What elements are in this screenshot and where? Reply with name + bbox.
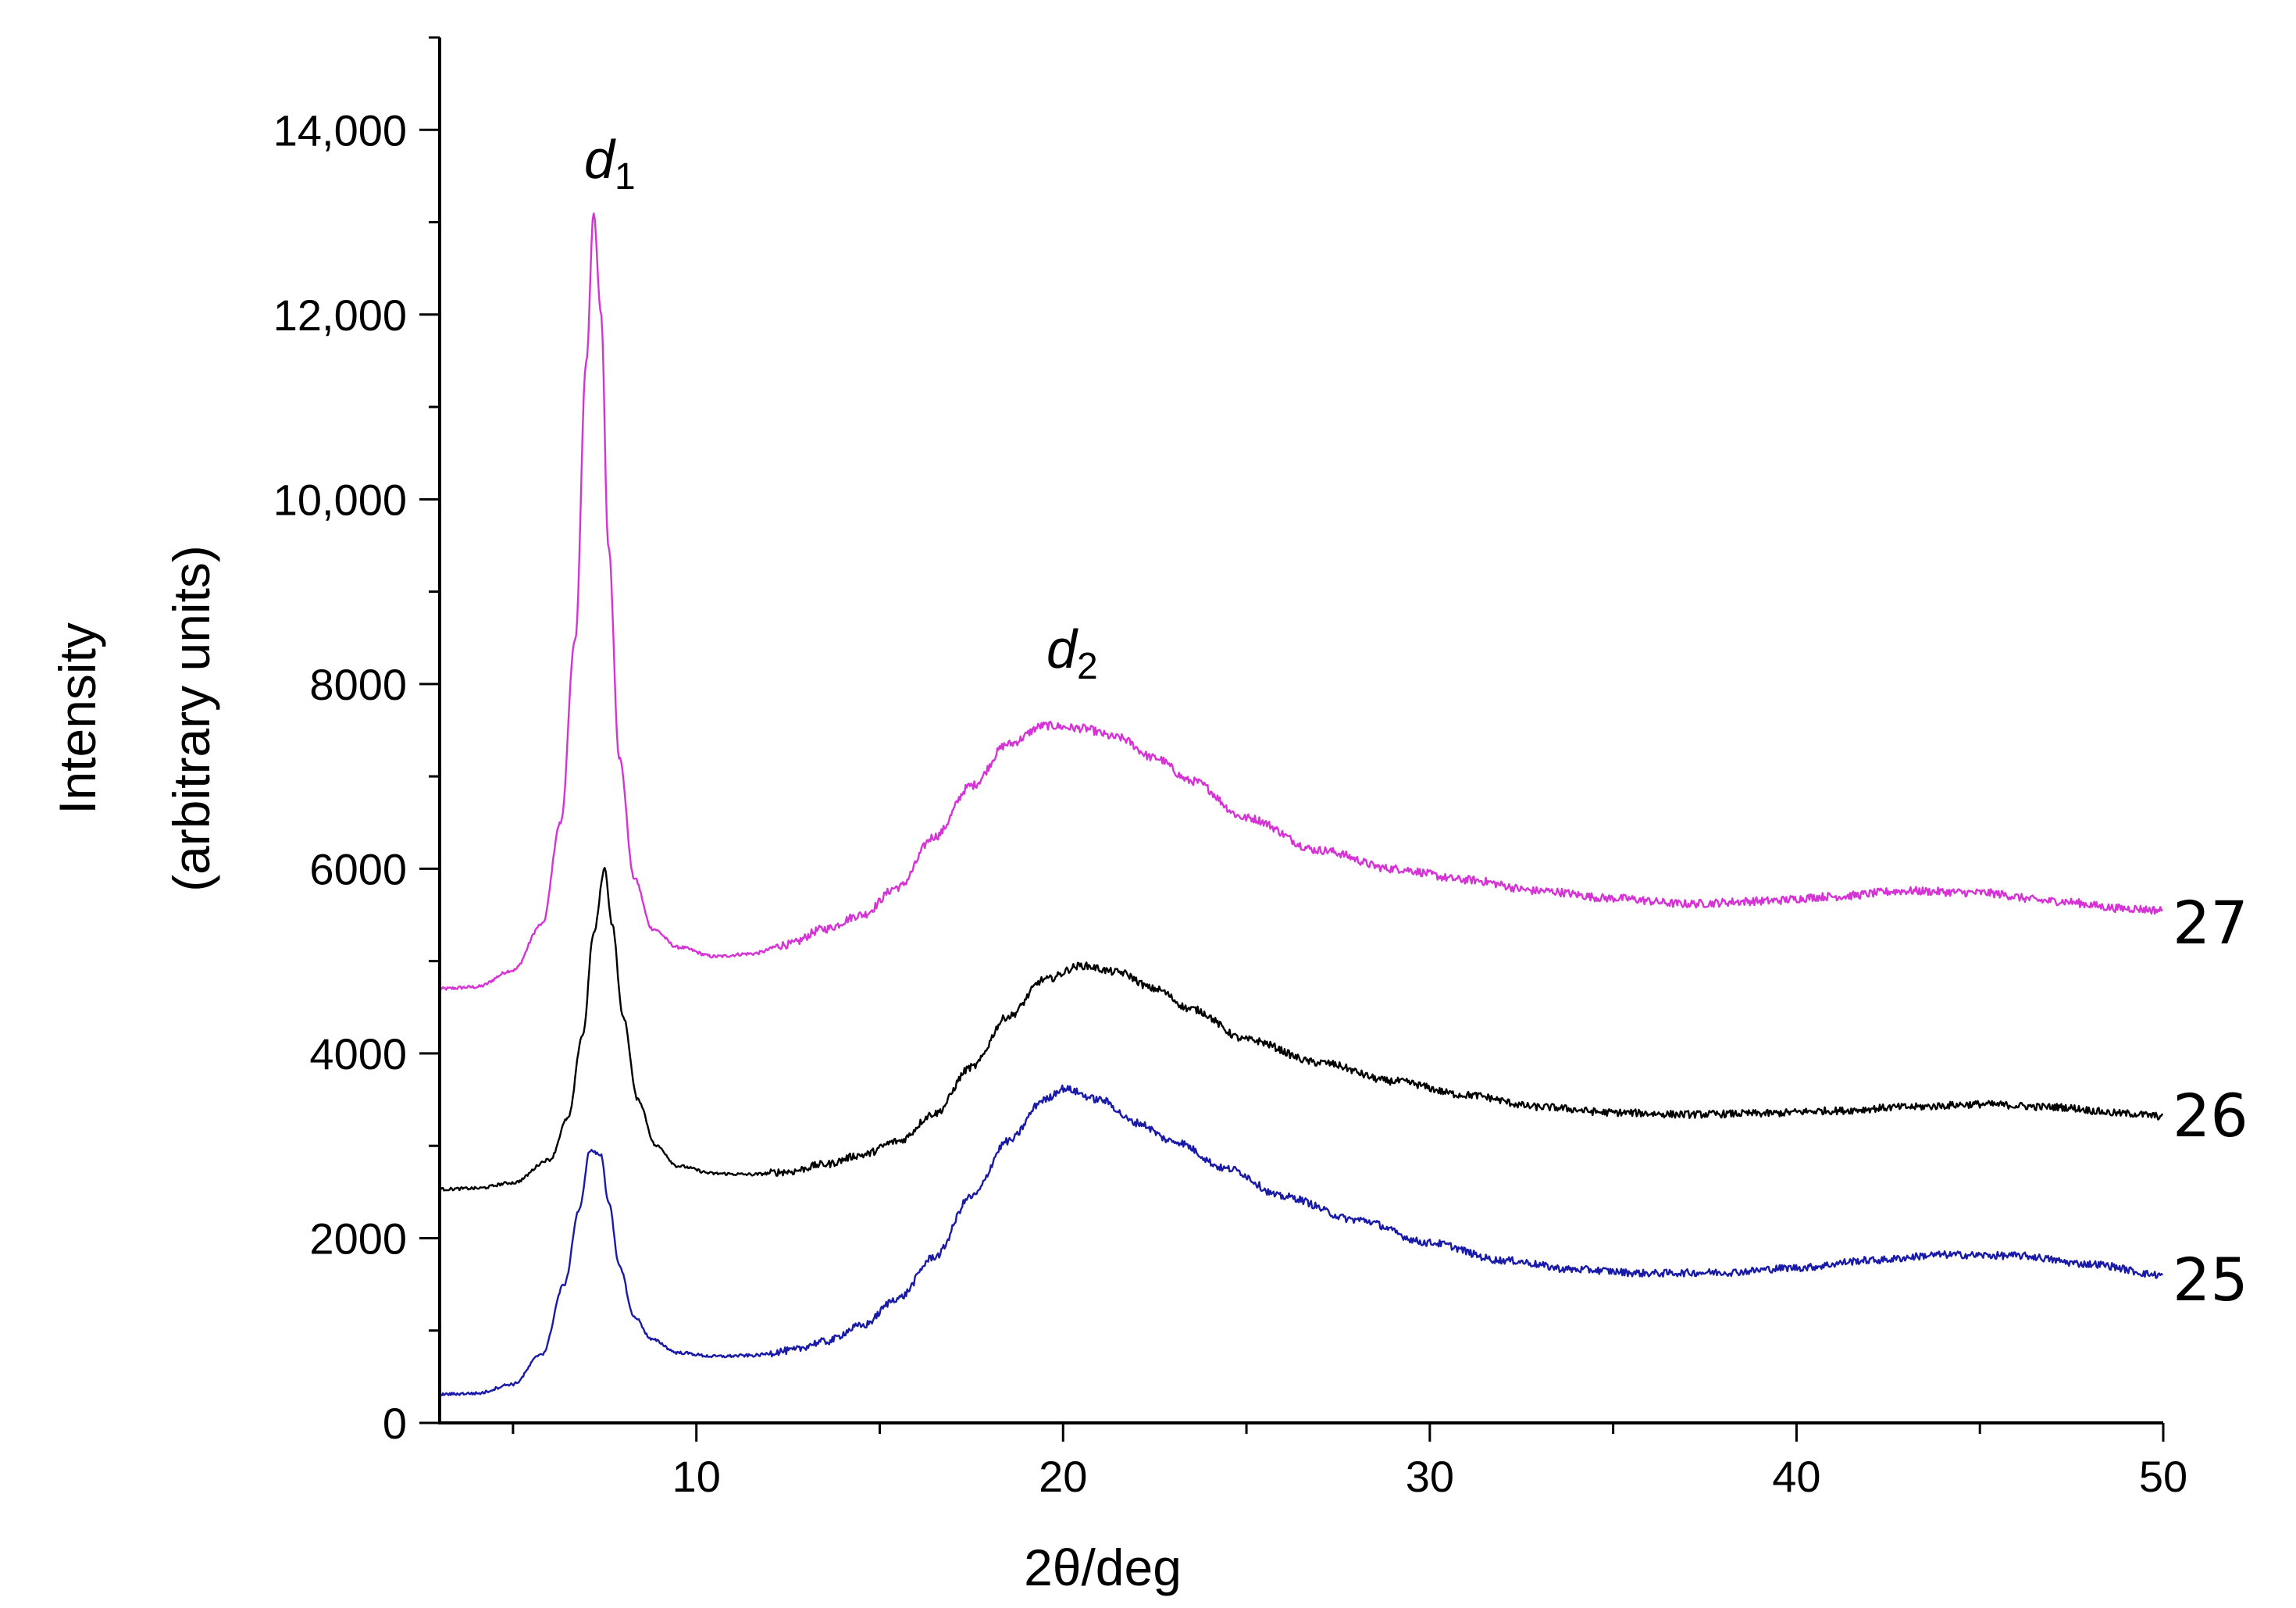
x-tick-label: 30	[1406, 1452, 1454, 1501]
y-axis-title-line1: Intensity	[48, 622, 106, 815]
series-label-25: 25	[2173, 1245, 2248, 1314]
x-tick-label: 20	[1039, 1452, 1087, 1501]
y-axis-title-line2: (arbitrary units)	[162, 545, 220, 892]
series-line-27	[439, 212, 2163, 991]
series-line-26	[439, 867, 2164, 1192]
y-tick-label: 4000	[309, 1029, 407, 1079]
x-tick-label: 10	[672, 1452, 721, 1501]
y-tick-label: 10,000	[273, 475, 407, 524]
peak-label-d2: d2	[1046, 619, 1098, 687]
y-tick-label: 0	[383, 1399, 407, 1448]
y-tick-label: 6000	[309, 844, 407, 893]
series-layer	[438, 212, 2164, 1396]
y-tick-label: 8000	[309, 660, 407, 709]
y-tick-label: 12,000	[273, 291, 407, 340]
peak-label-d1: d1	[584, 129, 636, 198]
y-tick-label: 2000	[309, 1214, 407, 1263]
x-tick-label: 50	[2139, 1452, 2187, 1501]
y-tick-label: 14,000	[273, 105, 407, 155]
series-line-25	[438, 1084, 2164, 1396]
series-label-27: 27	[2173, 888, 2248, 957]
x-tick-label: 40	[1772, 1452, 1820, 1501]
series-label-26: 26	[2173, 1081, 2248, 1150]
axes-layer: 0 2000 4000 6000 8000 10,000 12,000 14,000 10 20 3…	[273, 36, 2187, 1501]
x-axis-title: 2θ/deg	[1024, 1538, 1182, 1596]
